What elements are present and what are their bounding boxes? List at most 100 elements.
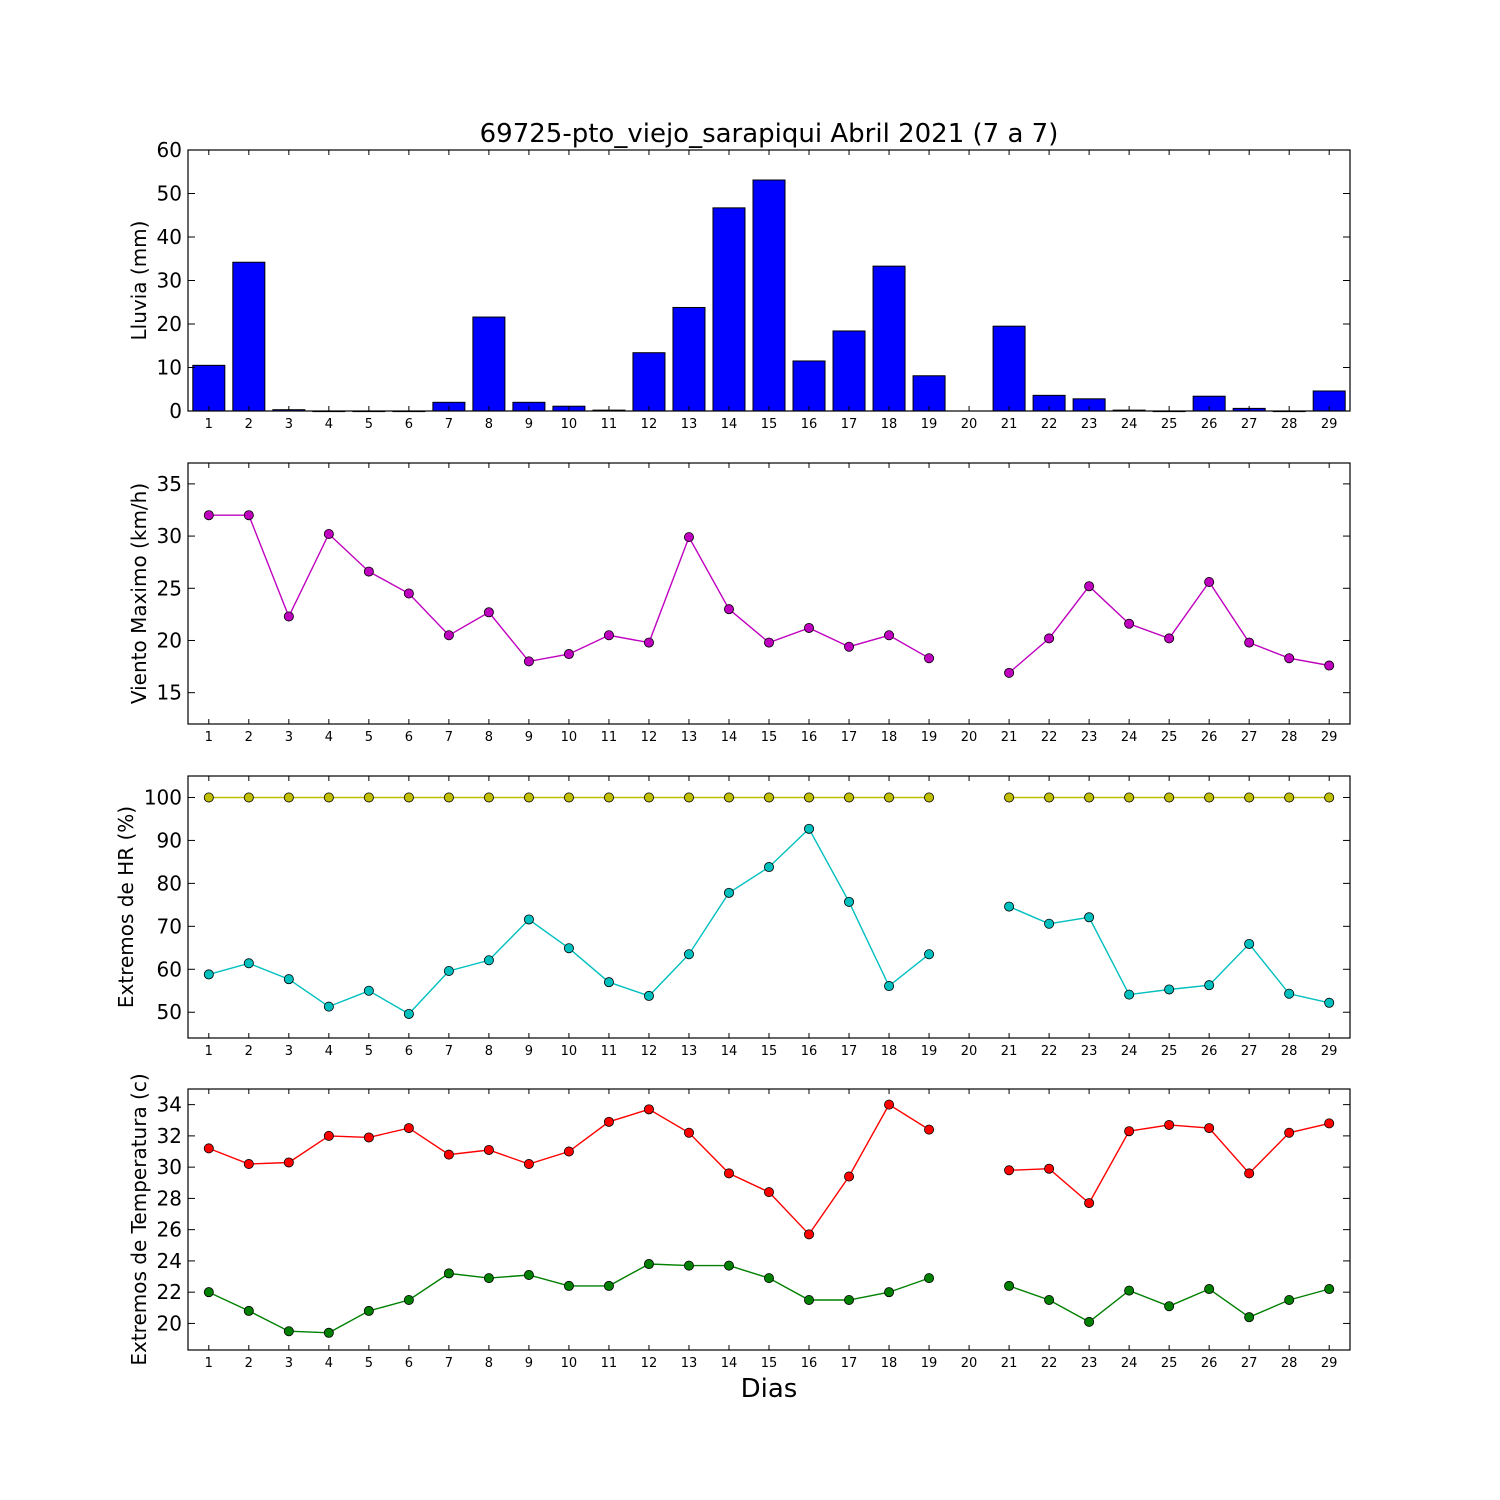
x-tick-label: 5 (365, 730, 373, 745)
y-tick-label: 80 (157, 871, 182, 895)
x-tick-label: 2 (245, 1044, 253, 1059)
hr-series-1-point (1204, 792, 1215, 803)
temp-series-2-point (683, 1260, 694, 1271)
x-tick-label: 18 (881, 1044, 898, 1059)
hr-series-1-point (203, 792, 214, 803)
hr-series-2-point (563, 943, 574, 954)
x-tick-label: 4 (325, 1044, 333, 1059)
temp-series-2-point (243, 1305, 254, 1316)
x-tick-label: 19 (921, 1044, 938, 1059)
x-tick-label: 9 (525, 1356, 533, 1371)
temp-series-2-point (844, 1294, 855, 1305)
temp-series-1-point (1244, 1168, 1255, 1179)
x-tick-label: 2 (245, 1356, 253, 1371)
wind-series-1-point (403, 588, 414, 599)
temp-series-1-point (924, 1124, 935, 1135)
x-tick-label: 10 (561, 417, 578, 432)
wind-series-1-point (1004, 667, 1015, 678)
x-tick-label: 8 (485, 1044, 493, 1059)
temp-series-2-point (483, 1273, 494, 1284)
temp-series-2-point (1164, 1301, 1175, 1312)
x-tick-label: 18 (881, 730, 898, 745)
temp-series-1-point (443, 1149, 454, 1160)
temp-series-2-point (363, 1305, 374, 1316)
x-tick-label: 13 (681, 417, 698, 432)
wind-series-1-point (283, 611, 294, 622)
y-tick-label: 25 (157, 576, 182, 600)
temp-series-1-line (208, 1103, 930, 1236)
hr-series-2-point (924, 949, 935, 960)
hr-series-2-point (844, 896, 855, 907)
x-tick-label: 9 (525, 1044, 533, 1059)
x-tick-label: 27 (1241, 1356, 1258, 1371)
hr-series-1-point (443, 792, 454, 803)
rain-bar (872, 265, 906, 412)
y-tick-label: 60 (157, 957, 182, 981)
y-tick-label: 40 (157, 225, 182, 249)
temp-series-1-point (723, 1168, 734, 1179)
x-tick-label: 11 (601, 730, 618, 745)
temp-series-2-point (764, 1273, 775, 1284)
hr-series-2-point (723, 887, 734, 898)
temp-series-1-point (1044, 1163, 1055, 1174)
hr-series-2-point (1004, 901, 1015, 912)
x-tick-label: 26 (1201, 1044, 1218, 1059)
x-tick-label: 28 (1281, 730, 1298, 745)
x-tick-label: 12 (641, 1044, 658, 1059)
x-tick-label: 15 (761, 417, 778, 432)
hr-series-2-point (1084, 912, 1095, 923)
x-tick-label: 13 (681, 1044, 698, 1059)
hr-series-1-point (1244, 792, 1255, 803)
x-tick-label: 28 (1281, 417, 1298, 432)
rain-bar (232, 261, 266, 412)
rain-bar (992, 325, 1026, 412)
hr-series-1-point (844, 792, 855, 803)
hr-series-1-point (283, 792, 294, 803)
y-tick-label: 90 (157, 828, 182, 852)
wind-series-1-point (884, 630, 895, 641)
rain-bar (792, 360, 826, 412)
x-tick-label: 22 (1041, 730, 1058, 745)
temp-series-1-point (1084, 1198, 1095, 1209)
wind-series-1-point (1164, 633, 1175, 644)
x-tick-label: 17 (841, 1356, 858, 1371)
x-tick-label: 20 (961, 730, 978, 745)
x-tick-label: 16 (801, 1044, 818, 1059)
panels: 1 2 3 4 5 6 7 8 9 10 11 12 13 14 15 16 17 18 19 20 21 22 23 24 2… (114, 138, 1351, 1371)
y-tick-label: 50 (157, 1000, 182, 1024)
x-tick-label: 6 (405, 417, 413, 432)
temp-series-1-point (1164, 1119, 1175, 1130)
x-tick-label: 19 (921, 1356, 938, 1371)
hr-series-2-point (483, 955, 494, 966)
hr-series-1-point (363, 792, 374, 803)
rain-bar (672, 306, 706, 412)
temp-series-2-point (1244, 1312, 1255, 1323)
x-tick-label: 23 (1081, 417, 1098, 432)
wind-series-1-point (844, 641, 855, 652)
x-tick-label: 5 (365, 1356, 373, 1371)
hr-series-1-point (603, 792, 614, 803)
temp-series-1-point (804, 1229, 815, 1240)
temp-series-2-point (203, 1287, 214, 1298)
hr-series-2-point (203, 969, 214, 980)
x-tick-label: 29 (1321, 1044, 1338, 1059)
temp-series-1-point (323, 1130, 334, 1141)
x-tick-label: 5 (365, 1044, 373, 1059)
temp-series-2-point (1044, 1294, 1055, 1305)
hr-series-1-point (643, 792, 654, 803)
y-tick-label: 30 (157, 269, 182, 293)
y-tick-label: 22 (157, 1280, 182, 1304)
x-tick-label: 11 (601, 1356, 618, 1371)
temp-series-2-point (403, 1294, 414, 1305)
temp-panel: 1 2 3 4 5 6 7 8 9 10 11 12 13 14 15 16 17 18 19 20 21 22 23 24 2… (127, 1073, 1351, 1371)
x-tick-label: 22 (1041, 1044, 1058, 1059)
hr-series-1-point (563, 792, 574, 803)
hr-series-1-point (723, 792, 734, 803)
temp-series-2-point (1084, 1316, 1095, 1327)
hr-series-1-point (924, 792, 935, 803)
temp-series-2-point (523, 1269, 534, 1280)
x-tick-label: 17 (841, 1044, 858, 1059)
temp-series-2-point (603, 1280, 614, 1291)
hr-series-1-point (764, 792, 775, 803)
hr-series-2-point (1204, 980, 1215, 991)
